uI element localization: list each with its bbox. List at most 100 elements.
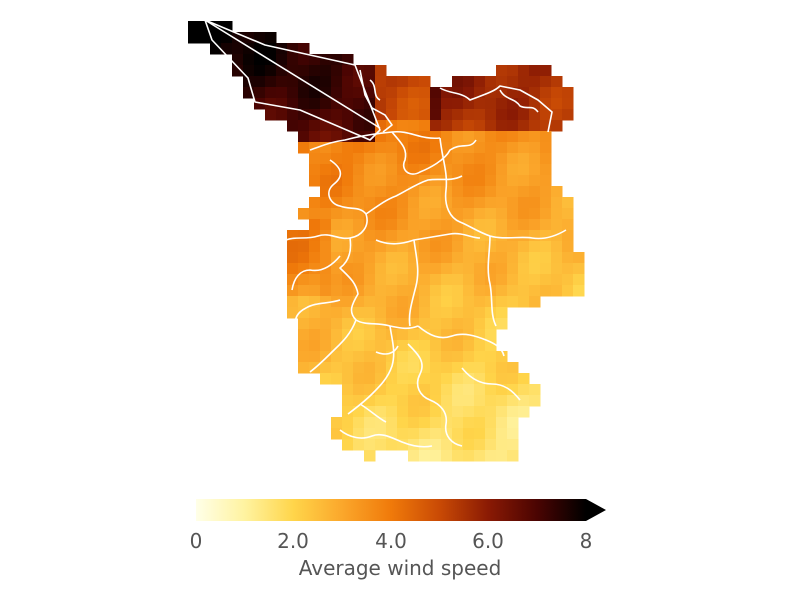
grid-cell <box>441 362 453 374</box>
grid-cell <box>452 450 464 462</box>
grid-cell <box>386 417 398 429</box>
grid-cell <box>496 307 508 319</box>
grid-cell <box>397 98 409 110</box>
grid-cell <box>430 340 442 352</box>
grid-cell <box>485 109 497 121</box>
grid-cell <box>331 274 343 286</box>
grid-cell <box>342 351 354 363</box>
grid-cell <box>386 252 398 264</box>
grid-cell <box>507 395 519 407</box>
grid-cell <box>474 153 486 165</box>
grid-cell <box>386 395 398 407</box>
grid-cell <box>408 307 420 319</box>
grid-cell <box>309 153 321 165</box>
grid-cell <box>463 164 475 176</box>
grid-cell <box>254 65 266 77</box>
grid-cell <box>331 219 343 231</box>
grid-cell <box>309 263 321 275</box>
grid-cell <box>540 120 552 132</box>
grid-cell <box>309 197 321 209</box>
grid-cell <box>331 329 343 341</box>
grid-cell <box>430 252 442 264</box>
grid-cell <box>485 296 497 308</box>
grid-cell <box>408 340 420 352</box>
grid-cell <box>320 285 332 297</box>
colorbar-tick-6: 6.0 <box>472 529 504 553</box>
grid-cell <box>529 274 541 286</box>
grid-cell <box>287 98 299 110</box>
grid-cell <box>375 274 387 286</box>
grid-cell <box>375 153 387 165</box>
grid-cell <box>353 428 365 440</box>
grid-cell <box>364 395 376 407</box>
grid-cell <box>287 263 299 275</box>
grid-cell <box>419 340 431 352</box>
grid-cell <box>507 230 519 242</box>
grid-cell <box>298 131 310 143</box>
grid-cell <box>408 395 420 407</box>
grid-cell <box>573 285 585 297</box>
grid-cell <box>518 65 530 77</box>
grid-cell <box>265 32 277 44</box>
boundary-line <box>375 345 399 355</box>
grid-cell <box>331 263 343 275</box>
grid-cell <box>320 241 332 253</box>
grid-cell <box>452 186 464 198</box>
grid-cell <box>331 296 343 308</box>
grid-cell <box>320 76 332 88</box>
grid-cell <box>309 307 321 319</box>
grid-cell <box>364 384 376 396</box>
colorbar-bar <box>196 499 586 521</box>
grid-cell <box>386 186 398 198</box>
grid-cell <box>518 285 530 297</box>
grid-cell <box>386 263 398 275</box>
boundary-line <box>359 403 387 423</box>
boundary-line <box>328 159 367 215</box>
grid-cell <box>485 417 497 429</box>
grid-cell <box>452 340 464 352</box>
grid-cell <box>353 87 365 99</box>
grid-cell <box>452 384 464 396</box>
grid-cell <box>419 252 431 264</box>
grid-cell <box>463 439 475 451</box>
grid-cell <box>463 197 475 209</box>
grid-cell <box>232 32 244 44</box>
grid-cell <box>320 153 332 165</box>
grid-cell <box>331 241 343 253</box>
grid-cell <box>496 219 508 231</box>
grid-cell <box>342 340 354 352</box>
grid-cell <box>375 142 387 154</box>
grid-cell <box>375 263 387 275</box>
grid-cell <box>298 120 310 132</box>
grid-cell <box>496 131 508 143</box>
grid-cell <box>441 351 453 363</box>
grid-cell <box>463 373 475 385</box>
grid-cell <box>309 76 321 88</box>
boundary-line <box>461 367 521 401</box>
grid-cell <box>342 263 354 275</box>
grid-cell <box>364 439 376 451</box>
grid-cell <box>375 285 387 297</box>
grid-cell <box>386 219 398 231</box>
grid-cell <box>496 65 508 77</box>
grid-cell <box>397 373 409 385</box>
grid-cell <box>298 307 310 319</box>
grid-cell <box>551 76 563 88</box>
grid-cell <box>342 406 354 418</box>
grid-cell <box>342 274 354 286</box>
grid-cell <box>441 329 453 341</box>
grid-cell <box>507 87 519 99</box>
grid-cell <box>518 395 530 407</box>
grid-cell <box>430 131 442 143</box>
grid-cell <box>386 87 398 99</box>
grid-cell <box>441 263 453 275</box>
grid-cell <box>298 87 310 99</box>
grid-cell <box>562 109 574 121</box>
grid-cell <box>496 186 508 198</box>
grid-cell <box>397 241 409 253</box>
grid-cell <box>452 142 464 154</box>
grid-cell <box>364 252 376 264</box>
grid-cell <box>419 439 431 451</box>
grid-cell <box>419 219 431 231</box>
boundary-line <box>285 213 368 241</box>
